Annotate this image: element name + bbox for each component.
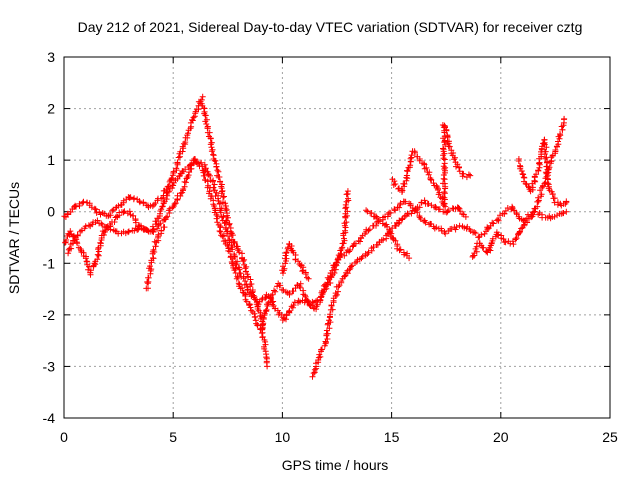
x-tick-labels: 0 5 10 15 20 25: [60, 429, 618, 445]
series-track-j: [515, 136, 570, 209]
series-track-i: [469, 115, 568, 260]
x-tick-label: 5: [169, 429, 177, 445]
y-tick-label: 0: [47, 204, 55, 220]
x-tick-label: 20: [493, 429, 509, 445]
y-tick-label: 3: [47, 49, 55, 65]
plot-frame: [63, 56, 611, 419]
series-track-d: [309, 197, 469, 380]
y-tick-label: -3: [43, 358, 56, 374]
series-track-e: [143, 224, 168, 292]
y-tick-label: -2: [43, 307, 56, 323]
x-tick-label: 25: [602, 429, 618, 445]
y-tick-label: 2: [47, 101, 55, 117]
data-series: [61, 93, 570, 380]
series-track-a: [61, 93, 271, 370]
series-markers: [143, 224, 168, 292]
series-markers: [469, 115, 568, 260]
grid-lines: [64, 57, 610, 418]
y-axis-label: SDTVAR / TECUs: [6, 182, 22, 294]
series-markers: [515, 136, 570, 209]
series-markers: [279, 240, 312, 282]
x-tick-label: 10: [275, 429, 291, 445]
y-tick-labels: -4 -3 -2 -1 0 1 2 3: [43, 49, 56, 426]
x-axis-label: GPS time / hours: [282, 457, 389, 473]
series-track-f: [279, 240, 312, 282]
x-tick-label: 15: [384, 429, 400, 445]
series-markers: [389, 122, 474, 210]
y-tick-label: -4: [43, 410, 56, 426]
series-markers: [61, 93, 271, 370]
y-tick-label: 1: [47, 152, 55, 168]
y-tick-label: -1: [43, 255, 56, 271]
series-markers: [363, 207, 413, 262]
series-track-c: [65, 156, 352, 323]
series-track-g: [363, 207, 413, 262]
series-markers: [309, 197, 469, 380]
x-tick-label: 0: [60, 429, 68, 445]
series-markers: [65, 156, 352, 323]
series-track-h: [389, 122, 474, 210]
axis-ticks: [63, 56, 611, 419]
chart-title: Day 212 of 2021, Sidereal Day-to-day VTE…: [78, 19, 583, 35]
